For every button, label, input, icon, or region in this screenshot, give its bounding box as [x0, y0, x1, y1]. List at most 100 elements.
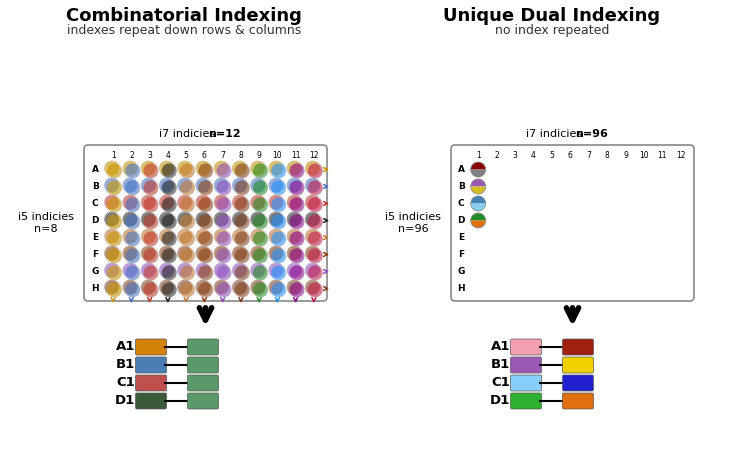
Circle shape — [673, 247, 688, 262]
Circle shape — [305, 263, 320, 277]
Circle shape — [253, 248, 268, 263]
Circle shape — [216, 266, 231, 280]
Text: A: A — [92, 165, 99, 174]
Circle shape — [508, 281, 523, 296]
Text: D1: D1 — [489, 395, 510, 408]
Circle shape — [600, 247, 615, 262]
Text: B: B — [92, 182, 99, 191]
Circle shape — [162, 282, 177, 297]
Circle shape — [581, 196, 596, 211]
Circle shape — [289, 180, 305, 195]
Circle shape — [287, 263, 302, 277]
Circle shape — [545, 264, 559, 279]
Circle shape — [216, 248, 231, 263]
Text: 3: 3 — [512, 151, 517, 160]
Text: D: D — [91, 216, 99, 225]
Circle shape — [600, 230, 615, 245]
Text: Combinatorial Indexing: Combinatorial Indexing — [66, 7, 302, 25]
Circle shape — [655, 247, 670, 262]
Circle shape — [600, 162, 615, 177]
Circle shape — [253, 214, 268, 229]
Circle shape — [235, 180, 250, 195]
Circle shape — [250, 280, 265, 294]
Circle shape — [655, 196, 670, 211]
Circle shape — [673, 196, 688, 211]
Circle shape — [637, 230, 651, 245]
Circle shape — [144, 282, 158, 297]
Text: 1: 1 — [476, 151, 481, 160]
Text: E: E — [92, 233, 99, 242]
Circle shape — [308, 231, 322, 247]
Circle shape — [123, 178, 138, 193]
Circle shape — [489, 264, 504, 279]
Circle shape — [177, 246, 192, 261]
Circle shape — [105, 195, 119, 209]
Text: 12: 12 — [676, 151, 685, 160]
Circle shape — [216, 231, 231, 247]
Circle shape — [213, 178, 229, 193]
Circle shape — [159, 195, 174, 209]
Text: 8: 8 — [605, 151, 609, 160]
Circle shape — [159, 178, 174, 193]
Circle shape — [123, 263, 138, 277]
Circle shape — [177, 212, 192, 227]
Circle shape — [125, 248, 140, 263]
Text: 6: 6 — [568, 151, 573, 160]
Circle shape — [545, 213, 559, 228]
Circle shape — [180, 163, 195, 178]
Circle shape — [471, 264, 486, 279]
Circle shape — [289, 214, 305, 229]
Text: no index repeated: no index repeated — [495, 24, 609, 37]
Circle shape — [272, 198, 286, 212]
Wedge shape — [471, 179, 486, 187]
Circle shape — [213, 246, 229, 261]
Circle shape — [618, 247, 633, 262]
Text: n=96: n=96 — [576, 129, 608, 139]
Circle shape — [141, 178, 156, 193]
Circle shape — [289, 248, 305, 263]
Circle shape — [125, 214, 140, 229]
Circle shape — [637, 281, 651, 296]
Circle shape — [308, 266, 322, 280]
Circle shape — [107, 180, 122, 195]
Circle shape — [125, 163, 140, 178]
Circle shape — [159, 280, 174, 294]
Circle shape — [180, 180, 195, 195]
Circle shape — [289, 198, 305, 212]
Circle shape — [105, 228, 119, 244]
Circle shape — [655, 230, 670, 245]
Circle shape — [600, 179, 615, 194]
Circle shape — [526, 230, 541, 245]
Circle shape — [107, 214, 122, 229]
FancyBboxPatch shape — [135, 357, 166, 373]
Text: indexes repeat down rows & columns: indexes repeat down rows & columns — [67, 24, 301, 37]
Circle shape — [123, 228, 138, 244]
Circle shape — [581, 213, 596, 228]
Circle shape — [637, 179, 651, 194]
Circle shape — [471, 281, 486, 296]
Circle shape — [526, 247, 541, 262]
Circle shape — [123, 246, 138, 261]
Circle shape — [144, 248, 158, 263]
Circle shape — [159, 228, 174, 244]
Circle shape — [508, 196, 523, 211]
Circle shape — [196, 195, 210, 209]
Circle shape — [105, 178, 119, 193]
Circle shape — [196, 228, 210, 244]
FancyBboxPatch shape — [135, 339, 166, 355]
Text: F: F — [92, 250, 99, 259]
Circle shape — [162, 231, 177, 247]
Text: i5 indicies
n=96: i5 indicies n=96 — [385, 212, 441, 234]
Circle shape — [489, 230, 504, 245]
Circle shape — [177, 263, 192, 277]
Circle shape — [637, 264, 651, 279]
Circle shape — [235, 282, 250, 297]
Circle shape — [269, 178, 283, 193]
Circle shape — [305, 195, 320, 209]
Circle shape — [618, 230, 633, 245]
Circle shape — [637, 247, 651, 262]
Circle shape — [125, 180, 140, 195]
Circle shape — [269, 161, 283, 176]
Circle shape — [250, 228, 265, 244]
Circle shape — [305, 212, 320, 227]
